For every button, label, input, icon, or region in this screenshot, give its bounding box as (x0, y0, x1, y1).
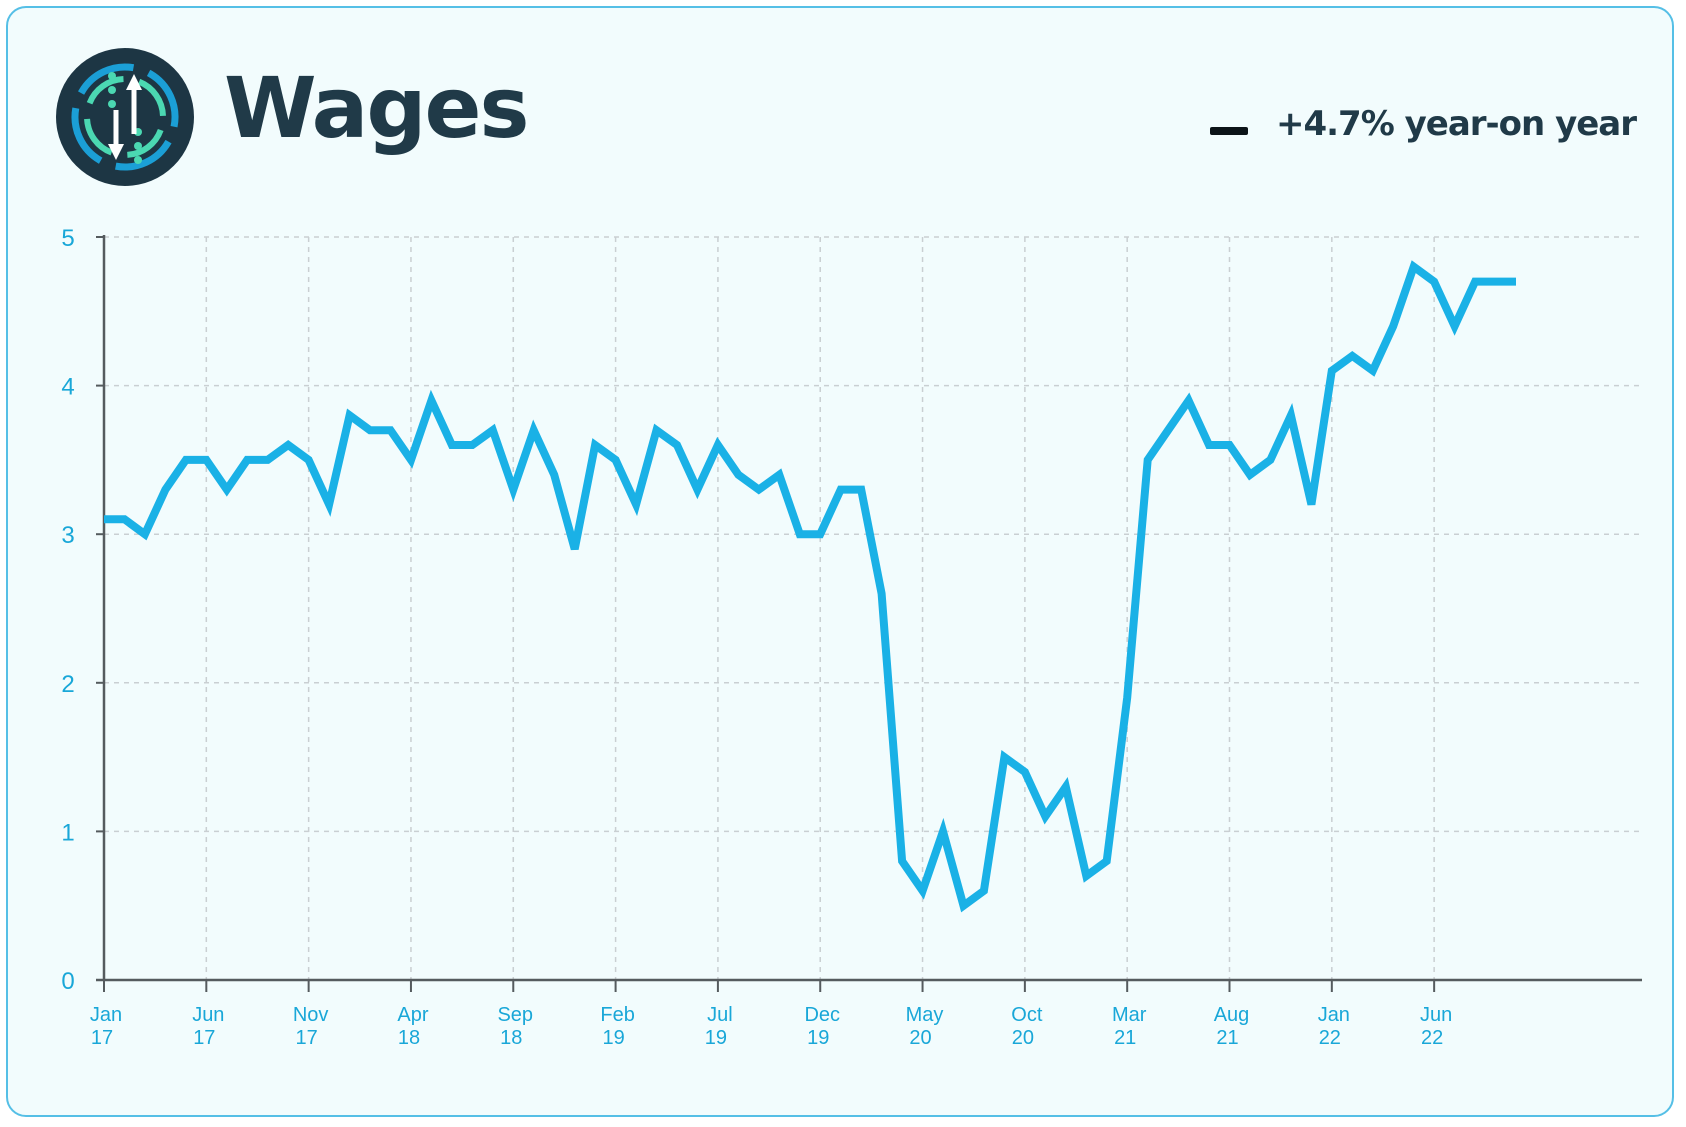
x-tick-label-year: 21 (1216, 1027, 1238, 1049)
x-tick-label-year: 19 (705, 1027, 727, 1049)
x-tick-label-year: 18 (500, 1027, 522, 1049)
x-tick-label-year: 19 (602, 1027, 624, 1049)
x-tick-label-year: 22 (1421, 1027, 1443, 1049)
x-tick-label-month: Jun (1420, 1004, 1452, 1026)
y-tick-label: 3 (61, 522, 74, 549)
y-tick-label: 2 (61, 671, 74, 698)
info-up-down-arrows-icon (56, 48, 194, 186)
x-tick-label-year: 20 (909, 1027, 931, 1049)
x-tick-label-month: Dec (804, 1004, 840, 1026)
x-tick-label-month: Jan (1318, 1004, 1350, 1026)
x-tick-label-year: 17 (296, 1027, 318, 1049)
x-tick-label-month: Nov (293, 1004, 329, 1026)
x-tick-label-month: Jun (192, 1004, 224, 1026)
y-tick-label: 0 (61, 968, 74, 995)
x-tick-label-month: May (906, 1004, 944, 1026)
x-tick-label-month: Feb (600, 1004, 634, 1026)
chart-title: Wages (224, 59, 529, 157)
x-tick-label-year: 22 (1319, 1027, 1341, 1049)
x-tick-label-month: Apr (397, 1004, 428, 1026)
y-tick-label: 5 (61, 225, 74, 252)
x-tick-label-year: 17 (193, 1027, 215, 1049)
series-line (104, 260, 1516, 913)
x-tick-label-year: 19 (807, 1027, 829, 1049)
x-tick-label-month: Oct (1011, 1004, 1043, 1026)
legend-swatch (1210, 127, 1248, 135)
y-tick-label: 4 (61, 374, 74, 401)
x-tick-label-year: 21 (1114, 1027, 1136, 1049)
x-tick-label-month: Mar (1112, 1004, 1147, 1026)
x-tick-label-year: 20 (1012, 1027, 1034, 1049)
x-tick-label-year: 17 (91, 1027, 113, 1049)
y-tick-label: 1 (61, 819, 74, 846)
legend-label: +4.7% year-on year (1276, 104, 1637, 144)
x-tick-label-month: Aug (1214, 1004, 1250, 1026)
x-tick-label-month: Jul (707, 1004, 733, 1026)
x-tick-label-year: 18 (398, 1027, 420, 1049)
x-tick-label-month: Sep (497, 1004, 533, 1026)
chart-card: Wages +4.7% year-on year (6, 6, 1674, 1117)
x-tick-label-month: Jan (90, 1004, 122, 1026)
